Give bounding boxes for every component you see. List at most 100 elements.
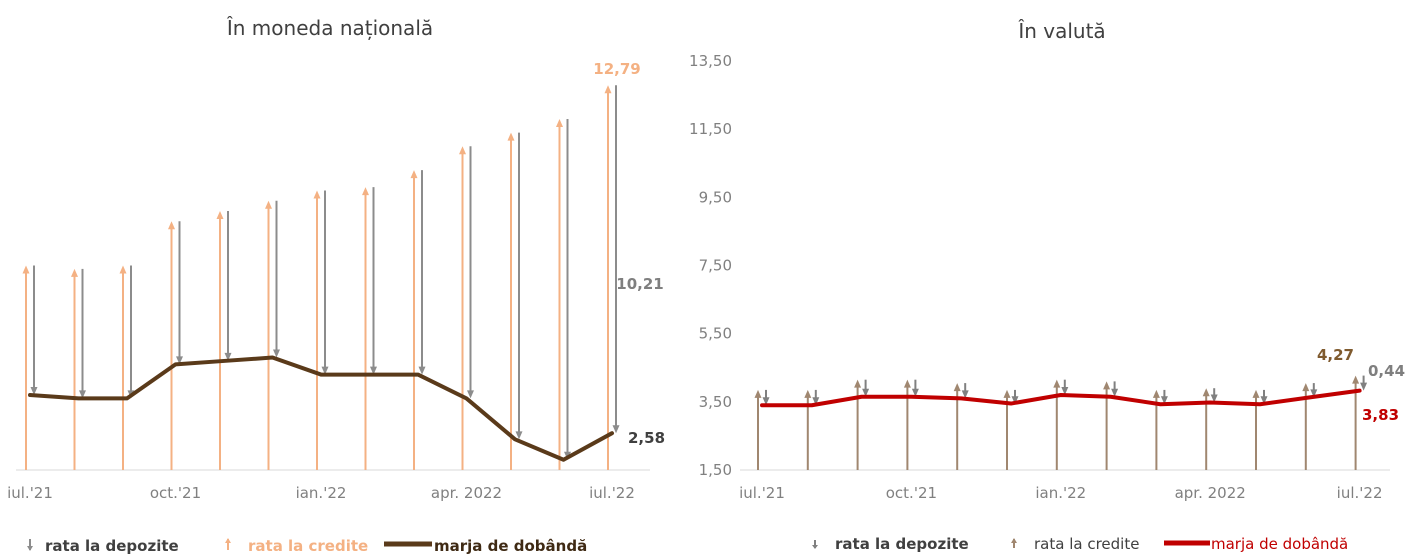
chart-right-x-ticks: iul.'21 oct.'21 ian.'22 apr. 2022 iul.'22	[739, 484, 1382, 502]
chart-right: În valută 1,50 3,50 5,50 7,50 9,50 11,50 13,50…	[689, 19, 1405, 553]
legend-left-deposit: rata la depozite	[27, 537, 179, 555]
y-tick-label: 9,50	[699, 188, 732, 206]
deposit-arrowhead	[612, 425, 620, 434]
deposit-arrowhead	[467, 390, 474, 399]
chart-right-margin-line	[760, 388, 1362, 408]
deposit-arrowhead	[176, 356, 183, 365]
credit-arrowhead	[1053, 379, 1061, 388]
y-tick-label: 7,50	[699, 257, 732, 275]
deposit-arrowhead	[1160, 396, 1168, 405]
x-tick-label: iul.'21	[7, 484, 53, 502]
deposit-arrowhead	[1310, 389, 1318, 398]
margin-line	[760, 388, 1362, 408]
deposit-arrowhead	[30, 387, 38, 396]
x-tick-label: apr. 2022	[431, 484, 502, 502]
credit-arrowhead	[459, 146, 466, 155]
deposit-arrowhead	[79, 390, 86, 399]
chart-right-margin-data-label: 3,83	[1362, 406, 1399, 424]
deposit-arrowhead	[370, 366, 377, 375]
chart-left-margin-line	[28, 355, 614, 462]
deposit-arrowhead	[224, 352, 232, 361]
y-tick-label: 11,50	[689, 120, 732, 138]
deposit-arrowhead	[1111, 388, 1119, 397]
legend-left-deposit-arrowhead	[27, 546, 33, 551]
credit-arrowhead	[1302, 383, 1310, 392]
chart-right-credit-data-label: 4,27	[1317, 346, 1354, 364]
credit-arrowhead	[119, 265, 127, 274]
deposit-arrowhead	[1360, 382, 1368, 391]
x-tick-label: iul.'22	[589, 484, 635, 502]
credit-arrowhead	[903, 379, 911, 388]
credit-arrowhead	[854, 379, 862, 388]
deposit-arrowhead	[812, 397, 820, 406]
deposit-arrowhead	[418, 366, 426, 375]
deposit-arrowhead	[321, 366, 329, 375]
credit-arrowhead	[362, 187, 369, 196]
credit-arrowhead	[410, 170, 418, 179]
credit-arrowhead	[507, 132, 515, 141]
credit-arrowhead	[1202, 388, 1210, 397]
legend-right-deposit-label: rata la depozite	[835, 535, 969, 553]
chart-right-legend: rata la depozite rata la credite marja d…	[812, 535, 1348, 553]
chart-left-title: În moneda națională	[226, 16, 433, 40]
chart-left-x-ticks: iul.'21 oct.'21 ian.'22 apr. 2022 iul.'22	[7, 484, 635, 502]
credit-arrowhead	[953, 383, 961, 392]
chart-left-arrows	[22, 85, 620, 470]
y-tick-label: 3,50	[699, 393, 732, 411]
credit-arrowhead	[1252, 389, 1260, 398]
legend-left-deposit-label: rata la depozite	[45, 537, 179, 555]
y-tick-label: 5,50	[699, 325, 732, 343]
legend-left-margin: marja de dobândă	[384, 537, 587, 555]
x-tick-label: ian.'22	[296, 484, 347, 502]
legend-left-margin-label: marja de dobândă	[434, 537, 587, 555]
legend-left-credit-label: rata la credite	[248, 537, 368, 555]
x-tick-label: iul.'22	[1337, 484, 1383, 502]
legend-right-credit-arrowhead	[1011, 538, 1017, 543]
deposit-arrowhead	[762, 397, 770, 406]
credit-arrowhead	[313, 190, 321, 199]
credit-arrowhead	[216, 210, 224, 219]
credit-arrowhead	[754, 389, 762, 398]
deposit-arrowhead	[1260, 396, 1268, 405]
credit-arrowhead	[168, 221, 175, 230]
legend-right-deposit: rata la depozite	[812, 535, 969, 553]
deposit-arrowhead	[961, 390, 969, 399]
y-tick-label: 1,50	[699, 461, 732, 479]
x-tick-label: apr. 2022	[1175, 484, 1246, 502]
credit-arrowhead	[1152, 389, 1160, 398]
credit-arrowhead	[22, 265, 30, 274]
chart-left-deposit-data-label: 10,21	[616, 275, 663, 293]
deposit-arrowhead	[1061, 387, 1069, 396]
credit-arrowhead	[804, 389, 812, 398]
credit-arrowhead	[71, 268, 78, 277]
chart-left-credit-data-label: 12,79	[593, 60, 640, 78]
legend-left-credit-arrowhead	[225, 538, 231, 543]
x-tick-label: iul.'21	[739, 484, 785, 502]
x-tick-label: ian.'22	[1035, 484, 1086, 502]
y-tick-label: 13,50	[689, 52, 732, 70]
legend-right-credit-label: rata la credite	[1034, 535, 1139, 553]
credit-arrowhead	[556, 118, 563, 127]
deposit-arrowhead	[862, 388, 870, 397]
chart-right-title: În valută	[1017, 19, 1105, 43]
chart-right-arrows	[754, 375, 1368, 470]
deposit-arrowhead	[911, 388, 919, 397]
x-tick-label: oct.'21	[150, 484, 201, 502]
margin-line	[28, 355, 614, 462]
credit-arrowhead	[1003, 389, 1011, 398]
deposit-arrowhead	[1011, 396, 1019, 405]
chart-right-deposit-data-label: 0,44	[1368, 362, 1405, 380]
x-tick-label: oct.'21	[886, 484, 937, 502]
credit-arrowhead	[604, 85, 612, 94]
credit-arrowhead	[1352, 375, 1360, 384]
chart-left-margin-data-label: 2,58	[628, 429, 665, 447]
chart-right-y-ticks: 1,50 3,50 5,50 7,50 9,50 11,50 13,50	[689, 52, 732, 479]
deposit-arrowhead	[273, 349, 280, 358]
deposit-arrowhead	[1210, 394, 1218, 403]
legend-right-credit: rata la credite	[1011, 535, 1139, 553]
credit-arrowhead	[1103, 381, 1111, 390]
chart-left: În moneda națională iul.'21 oct.'21 ian.'2…	[7, 16, 665, 555]
chart-left-legend: rata la depozite rata la credite marja d…	[27, 537, 587, 555]
legend-right-margin-label: marja de dobândă	[1211, 535, 1348, 553]
